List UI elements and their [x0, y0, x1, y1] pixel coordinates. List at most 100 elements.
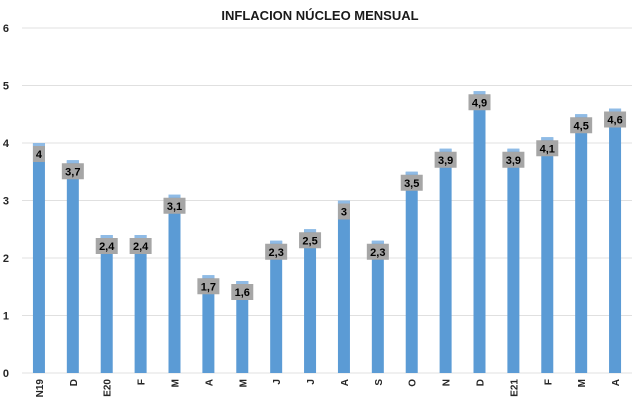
- bar: [371, 240, 384, 373]
- bar: [134, 235, 147, 373]
- bar-cap: [575, 114, 588, 118]
- data-label-box: [434, 151, 457, 168]
- x-tick-label: A: [611, 379, 622, 386]
- bar-cap: [66, 160, 79, 164]
- data-label-box: [129, 238, 152, 254]
- x-tick-label: A: [340, 379, 351, 386]
- data-label: 3,9: [438, 155, 453, 167]
- bar-cap: [270, 240, 283, 244]
- bar: [168, 194, 181, 373]
- y-tick-label: 3: [3, 196, 9, 208]
- data-label-box: [265, 243, 288, 260]
- bar-cap: [337, 200, 350, 204]
- data-label: 4,6: [607, 115, 622, 127]
- x-tick-label: O: [408, 379, 419, 387]
- y-tick-label: 0: [3, 368, 9, 380]
- x-tick-label: F: [137, 379, 148, 385]
- bar: [575, 114, 588, 373]
- bar-cap: [371, 240, 384, 244]
- bar-cap: [473, 91, 486, 95]
- data-label: 3: [341, 207, 347, 219]
- y-tick-label: 4: [3, 138, 10, 150]
- data-label-box: [61, 163, 84, 180]
- x-tick-label: J: [272, 379, 283, 385]
- x-tick-label: D: [476, 379, 487, 386]
- bar: [304, 229, 317, 373]
- x-tick-label: F: [543, 379, 554, 385]
- data-label: 4,1: [540, 143, 555, 155]
- bar: [405, 171, 418, 373]
- data-label-box: [570, 117, 593, 134]
- data-label-box: [400, 174, 423, 191]
- data-label: 4,9: [472, 97, 487, 109]
- bar-cap: [541, 137, 554, 141]
- data-label: 1,7: [201, 281, 216, 293]
- x-tick-label: M: [238, 379, 249, 387]
- bar: [473, 91, 486, 373]
- bar-cap: [405, 171, 418, 175]
- bar: [32, 143, 45, 373]
- data-label: 2,3: [269, 247, 284, 259]
- data-label-box: [366, 243, 389, 260]
- data-label-box: [502, 151, 525, 168]
- x-tick-label: A: [204, 379, 215, 386]
- bar-cap: [202, 275, 215, 279]
- bar: [100, 235, 113, 373]
- data-label-box: [32, 146, 45, 162]
- data-label: 2,3: [370, 247, 385, 259]
- data-label-box: [197, 278, 220, 295]
- bar-cap: [507, 148, 520, 152]
- bar-cap: [100, 235, 113, 238]
- bar: [202, 275, 215, 373]
- bar: [609, 108, 622, 373]
- y-tick-label: 1: [3, 311, 9, 323]
- bar-cap: [236, 281, 249, 284]
- data-label-box: [468, 94, 491, 111]
- bar-series: [32, 91, 622, 373]
- data-label: 3,9: [506, 155, 521, 167]
- data-label: 3,1: [167, 201, 182, 213]
- data-label-box: [95, 238, 118, 254]
- x-tick-label: S: [374, 379, 385, 386]
- data-label-box: [231, 284, 254, 300]
- data-label: 4,5: [574, 120, 589, 132]
- x-tick-label: M: [577, 379, 588, 387]
- data-labels: 4 3,7 2,4 2,4 3,1 1,7 1,6 2,3 2,5 3 2,3 3,5 3,9 4,9 3,…: [32, 94, 627, 300]
- chart-title: INFLACION NÚCLEO MENSUAL: [221, 8, 418, 23]
- bar-cap: [134, 235, 147, 238]
- bar: [337, 200, 350, 373]
- x-axis-ticks: N19 D E20 F M A M J J A S O N D E21 F M A: [35, 379, 622, 398]
- x-tick-label: E20: [103, 379, 114, 397]
- data-label: 2,4: [133, 241, 149, 253]
- gridlines: [22, 27, 632, 374]
- x-tick-label: E21: [509, 379, 520, 397]
- data-label-box: [163, 197, 186, 214]
- x-tick-label: M: [171, 379, 182, 387]
- data-label-box: [604, 111, 627, 128]
- data-label: 2,5: [302, 235, 317, 247]
- x-tick-label: D: [69, 379, 80, 386]
- data-label-box: [337, 203, 350, 220]
- bar: [507, 148, 520, 373]
- x-tick-label: J: [306, 379, 317, 385]
- data-label: 2,4: [99, 241, 115, 253]
- bar-cap: [168, 194, 181, 198]
- bar-cap: [609, 108, 622, 112]
- bar: [236, 281, 249, 373]
- bar-cap: [32, 143, 45, 146]
- data-label: 1,6: [235, 287, 250, 299]
- y-tick-label: 6: [3, 23, 9, 35]
- bar-cap: [439, 148, 452, 152]
- data-label-box: [536, 140, 559, 157]
- y-tick-label: 2: [3, 253, 9, 265]
- data-label-box: [299, 232, 322, 249]
- data-label: 4: [36, 149, 43, 161]
- x-tick-label: N19: [35, 379, 46, 398]
- data-label: 3,5: [404, 178, 419, 190]
- bar: [66, 160, 79, 373]
- bar: [439, 148, 452, 373]
- data-label: 3,7: [65, 166, 80, 178]
- y-axis-ticks: 0 1 2 3 4 5 6: [3, 23, 10, 380]
- x-tick-label: N: [442, 379, 453, 386]
